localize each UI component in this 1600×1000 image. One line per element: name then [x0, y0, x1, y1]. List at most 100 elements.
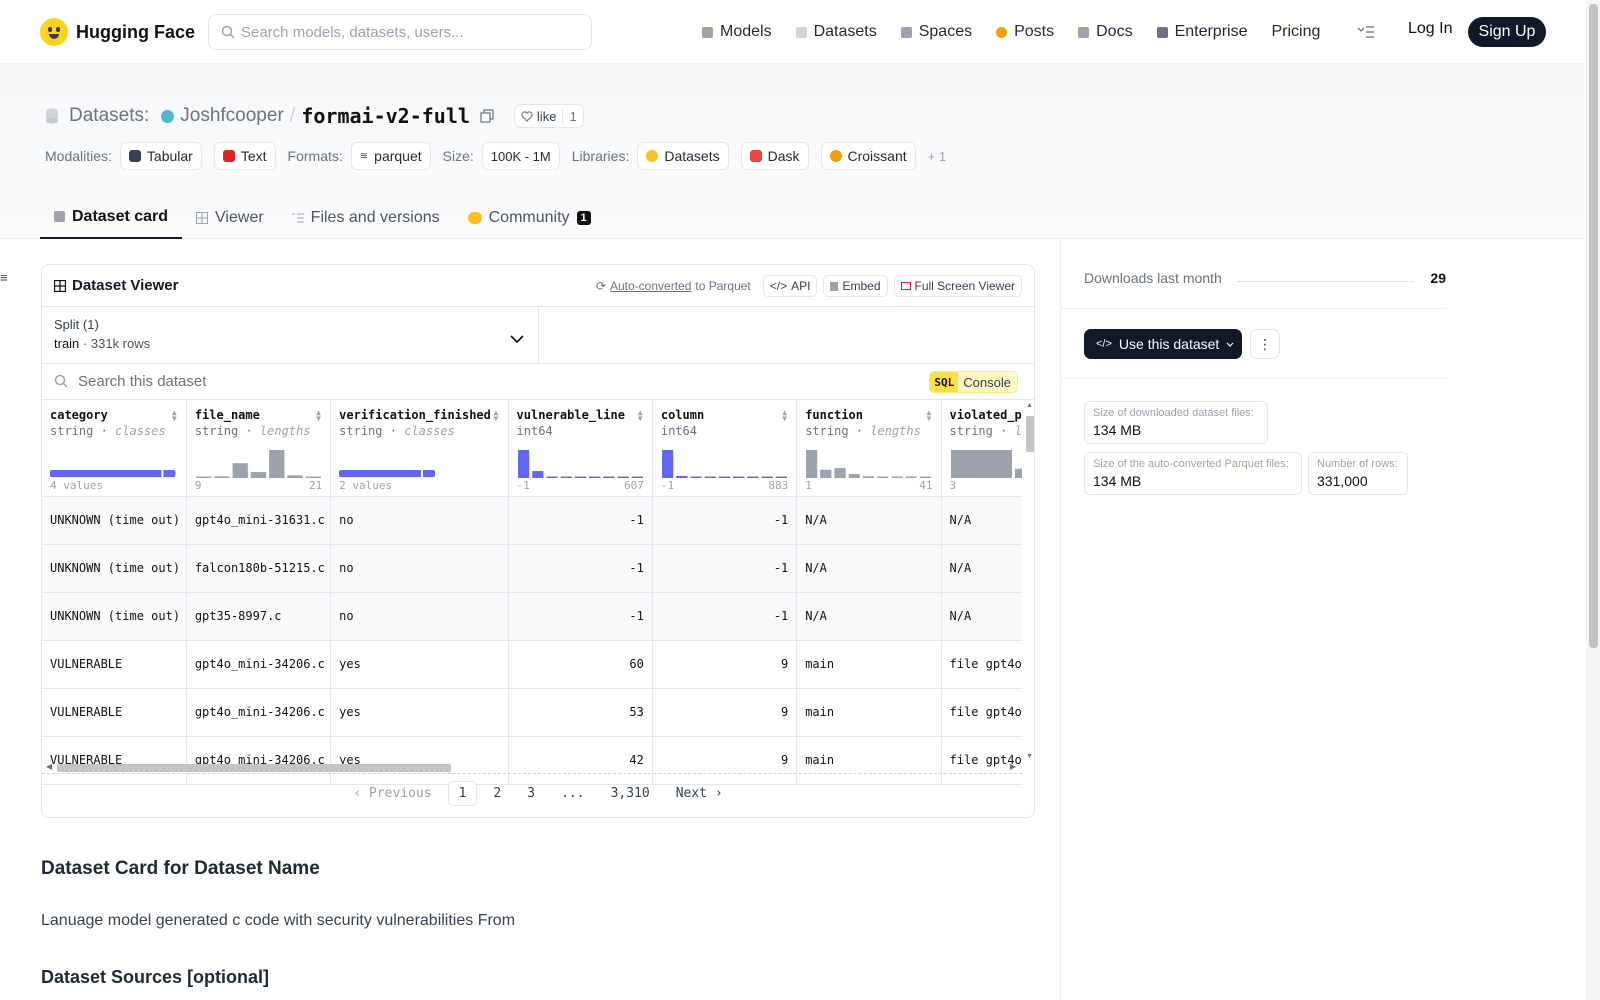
table-row[interactable]: VULNERABLE gpt4o_mini-34206.c yes 42 9 main fi… — [42, 736, 1022, 785]
histogram-bar[interactable] — [877, 476, 889, 479]
table-cell-category[interactable]: VULNERABLE — [42, 688, 187, 737]
more-libraries-link[interactable]: + 1 — [927, 148, 947, 164]
tag-library-dask[interactable]: Dask — [740, 142, 809, 170]
table-cell-category[interactable]: VULNERABLE — [42, 736, 187, 785]
table-cell-category[interactable]: UNKNOWN (time out) — [42, 592, 187, 641]
histogram-bar[interactable] — [214, 476, 230, 478]
login-link[interactable]: Log In — [1408, 20, 1453, 37]
tag-tabular[interactable]: Tabular — [119, 142, 202, 170]
table-cell-violated_property[interactable]: file gpt4o_mini-34206.c — [941, 640, 1022, 689]
histogram-bar[interactable] — [195, 476, 212, 479]
table-cell-vulnerable_line[interactable]: -1 — [508, 544, 653, 593]
page-button[interactable]: 3 — [527, 785, 536, 801]
table-cell-vulnerable_line[interactable]: -1 — [508, 592, 653, 641]
table-cell-vulnerable_line[interactable]: -1 — [508, 496, 653, 545]
histogram-bar[interactable] — [574, 476, 586, 479]
table-cell-column[interactable]: 9 — [652, 688, 798, 737]
nav-datasets[interactable]: Datasets — [795, 20, 877, 44]
datasets-breadcrumb[interactable]: Datasets: — [69, 105, 150, 126]
tag-library-datasets[interactable]: Datasets — [637, 142, 729, 170]
histogram-bar[interactable] — [747, 476, 759, 479]
histogram-bar[interactable] — [863, 476, 875, 478]
table-row[interactable]: VULNERABLE gpt4o_mini-34206.c yes 60 9 main fi… — [42, 640, 1022, 689]
split-selector[interactable]: Split (1) train · 331k rows — [42, 307, 539, 364]
histogram-bar[interactable] — [718, 476, 730, 479]
api-button[interactable]: </> API — [762, 275, 818, 297]
table-row[interactable]: UNKNOWN (time out) gpt4o_mini-31631.c no -1… — [42, 496, 1022, 545]
table-cell-category[interactable]: UNKNOWN (time out) — [42, 496, 187, 545]
column-header-function[interactable]: function string · lengths ▲ ▼ 1 41 — [796, 400, 942, 497]
previous-page-button[interactable]: ‹ Previous — [353, 785, 432, 801]
signup-button[interactable]: Sign Up — [1468, 17, 1546, 47]
histogram-bar[interactable] — [732, 476, 745, 479]
histogram-bar[interactable] — [305, 476, 321, 479]
histogram-bar[interactable] — [775, 476, 787, 479]
table-cell-file_name[interactable]: gpt35-8997.c — [186, 592, 332, 641]
table-cell-file_name[interactable]: gpt4o_mini-31631.c — [186, 496, 332, 545]
use-this-dataset-button[interactable]: </> Use this dataset — [1084, 329, 1242, 359]
table-cell-verification_finished[interactable]: yes — [330, 688, 509, 737]
histogram-bar[interactable] — [820, 469, 832, 478]
histogram-bar[interactable] — [268, 450, 285, 478]
tab-viewer[interactable]: Viewer — [182, 196, 278, 239]
sort-icon[interactable]: ▲ ▼ — [316, 408, 321, 423]
histogram-bar[interactable] — [761, 476, 773, 479]
column-header-category[interactable]: category string · classes ▲ ▼ 4 values — [42, 400, 187, 497]
page-button[interactable]: 2 — [493, 785, 502, 801]
tag-parquet[interactable]: ≋ parquet — [350, 142, 431, 170]
column-header-file_name[interactable]: file_name string · lengths ▲ ▼ 9 21 — [186, 400, 332, 497]
histogram-bar[interactable] — [545, 476, 558, 479]
table-cell-verification_finished[interactable]: no — [330, 544, 509, 593]
table-cell-violated_property[interactable]: file gpt4o_mini-34206.c — [941, 688, 1022, 737]
table-cell-category[interactable]: UNKNOWN (time out) — [42, 544, 187, 593]
more-options-button[interactable]: ⋮ — [1250, 329, 1280, 359]
nav-enterprise[interactable]: Enterprise — [1156, 20, 1247, 44]
global-search-input[interactable]: Search models, datasets, users... — [208, 14, 592, 50]
table-cell-file_name[interactable]: gpt4o_mini-34206.c — [186, 736, 332, 785]
table-cell-verification_finished[interactable]: yes — [330, 736, 509, 785]
tab-files-and-versions[interactable]: Files and versions — [278, 196, 454, 239]
table-cell-violated_property[interactable]: N/A — [941, 496, 1022, 545]
histogram-bar[interactable] — [905, 476, 917, 479]
page-button[interactable]: 1 — [447, 780, 478, 806]
table-cell-column[interactable]: -1 — [652, 544, 798, 593]
histogram-bar[interactable] — [617, 476, 629, 479]
histogram-bar[interactable] — [676, 476, 688, 478]
tag-library-croissant[interactable]: Croissant — [820, 142, 916, 170]
table-row[interactable]: UNKNOWN (time out) gpt35-8997.c no -1 -1 N/A N… — [42, 592, 1022, 641]
histogram-bar[interactable] — [891, 476, 903, 479]
nav-spaces[interactable]: Spaces — [900, 20, 972, 44]
histogram-bar[interactable] — [287, 475, 303, 478]
brand-logo[interactable]: Hugging Face — [40, 18, 195, 46]
sort-icon[interactable]: ▲ ▼ — [782, 408, 788, 423]
histogram-bar[interactable] — [602, 476, 615, 479]
histogram-bar[interactable] — [834, 468, 846, 478]
column-header-column[interactable]: column int64 ▲ ▼ -1 883 — [652, 400, 798, 497]
auto-converted-link[interactable]: Auto-converted — [610, 279, 692, 293]
histogram-bar[interactable] — [950, 450, 1012, 478]
table-cell-column[interactable]: 9 — [652, 640, 798, 689]
dataset-name[interactable]: formai-v2-full — [301, 104, 470, 128]
tag-text[interactable]: Text — [213, 142, 276, 170]
table-cell-function[interactable]: N/A — [796, 496, 942, 545]
nav-posts[interactable]: Posts — [996, 20, 1054, 44]
more-menu-icon[interactable] — [1357, 25, 1375, 39]
tag-size[interactable]: 100K - 1M — [481, 142, 560, 170]
like-button[interactable]: like 1 — [513, 104, 584, 128]
nav-pricing[interactable]: Pricing — [1271, 20, 1320, 44]
table-cell-file_name[interactable]: falcon180b-51215.c — [186, 544, 332, 593]
histogram-bar[interactable] — [560, 476, 572, 479]
nav-docs[interactable]: Docs — [1078, 20, 1133, 44]
dataset-search-input[interactable]: Search this dataset SQL Console — [42, 364, 1034, 400]
histogram-bar[interactable] — [531, 471, 543, 478]
histogram-bar[interactable] — [848, 474, 861, 478]
histogram-bar[interactable] — [517, 450, 529, 478]
table-cell-verification_finished[interactable]: no — [330, 592, 509, 641]
table-row[interactable]: UNKNOWN (time out) falcon180b-51215.c no -1… — [42, 544, 1022, 593]
table-cell-function[interactable]: main — [796, 736, 942, 785]
histogram-bar[interactable] — [232, 463, 248, 478]
table-cell-function[interactable]: main — [796, 640, 942, 689]
column-header-vulnerable_line[interactable]: vulnerable_line int64 ▲ ▼ -1 607 — [508, 400, 653, 497]
full-screen-viewer-button[interactable]: Full Screen Viewer — [893, 275, 1022, 297]
table-cell-violated_property[interactable]: N/A — [941, 544, 1022, 593]
